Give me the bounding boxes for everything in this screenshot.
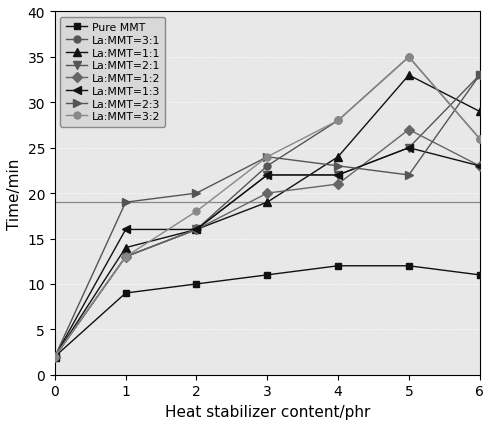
Line: La:MMT=1:3: La:MMT=1:3 <box>51 144 484 361</box>
La:MMT=3:1 <box>193 227 199 233</box>
Line: Pure MMT: Pure MMT <box>52 263 483 360</box>
La:MMT=3:2 <box>406 55 412 60</box>
La:MMT=3:2 <box>264 155 270 160</box>
Line: La:MMT=2:3: La:MMT=2:3 <box>51 72 484 361</box>
La:MMT=1:3 <box>52 354 58 359</box>
Pure MMT <box>406 264 412 269</box>
La:MMT=3:1 <box>123 254 129 259</box>
La:MMT=1:3 <box>406 146 412 151</box>
La:MMT=1:1 <box>264 200 270 205</box>
La:MMT=1:1 <box>335 155 341 160</box>
La:MMT=1:3 <box>335 173 341 178</box>
La:MMT=1:1 <box>193 227 199 233</box>
Pure MMT <box>193 282 199 287</box>
La:MMT=1:2 <box>477 164 483 169</box>
La:MMT=2:1 <box>193 227 199 233</box>
La:MMT=3:1 <box>477 137 483 142</box>
La:MMT=1:1 <box>406 73 412 78</box>
La:MMT=3:2 <box>123 254 129 259</box>
Y-axis label: Time/min: Time/min <box>7 158 22 229</box>
La:MMT=1:1 <box>52 354 58 359</box>
Line: La:MMT=1:1: La:MMT=1:1 <box>51 72 484 361</box>
La:MMT=2:3 <box>477 73 483 78</box>
Line: La:MMT=2:1: La:MMT=2:1 <box>51 72 484 361</box>
Line: La:MMT=3:2: La:MMT=3:2 <box>52 54 483 360</box>
Pure MMT <box>477 273 483 278</box>
La:MMT=3:1 <box>52 354 58 359</box>
La:MMT=3:2 <box>477 137 483 142</box>
La:MMT=1:2 <box>123 254 129 259</box>
La:MMT=1:1 <box>123 245 129 250</box>
Line: La:MMT=3:1: La:MMT=3:1 <box>52 54 483 360</box>
Pure MMT <box>123 291 129 296</box>
La:MMT=2:3 <box>264 155 270 160</box>
La:MMT=3:2 <box>52 354 58 359</box>
La:MMT=3:1 <box>264 164 270 169</box>
La:MMT=1:1 <box>477 109 483 115</box>
Line: La:MMT=1:2: La:MMT=1:2 <box>52 127 483 360</box>
Pure MMT <box>264 273 270 278</box>
Pure MMT <box>335 264 341 269</box>
La:MMT=2:1 <box>52 354 58 359</box>
La:MMT=1:3 <box>193 227 199 233</box>
La:MMT=2:1 <box>264 173 270 178</box>
La:MMT=2:3 <box>123 200 129 205</box>
La:MMT=1:2 <box>335 182 341 187</box>
La:MMT=1:3 <box>264 173 270 178</box>
La:MMT=2:1 <box>477 73 483 78</box>
Pure MMT <box>52 354 58 359</box>
La:MMT=3:2 <box>335 118 341 124</box>
La:MMT=2:1 <box>406 146 412 151</box>
La:MMT=2:1 <box>335 173 341 178</box>
La:MMT=1:3 <box>123 227 129 233</box>
La:MMT=1:2 <box>193 227 199 233</box>
X-axis label: Heat stabilizer content/phr: Heat stabilizer content/phr <box>164 404 370 419</box>
La:MMT=3:1 <box>335 118 341 124</box>
La:MMT=1:2 <box>52 354 58 359</box>
La:MMT=3:2 <box>193 209 199 214</box>
Legend: Pure MMT, La:MMT=3:1, La:MMT=1:1, La:MMT=2:1, La:MMT=1:2, La:MMT=1:3, La:MMT=2:3: Pure MMT, La:MMT=3:1, La:MMT=1:1, La:MMT… <box>60 18 165 127</box>
La:MMT=2:1 <box>123 254 129 259</box>
La:MMT=2:3 <box>52 354 58 359</box>
La:MMT=1:2 <box>406 128 412 133</box>
La:MMT=2:3 <box>335 164 341 169</box>
La:MMT=3:1 <box>406 55 412 60</box>
La:MMT=2:3 <box>406 173 412 178</box>
La:MMT=2:3 <box>193 191 199 196</box>
La:MMT=1:3 <box>477 164 483 169</box>
La:MMT=1:2 <box>264 191 270 196</box>
